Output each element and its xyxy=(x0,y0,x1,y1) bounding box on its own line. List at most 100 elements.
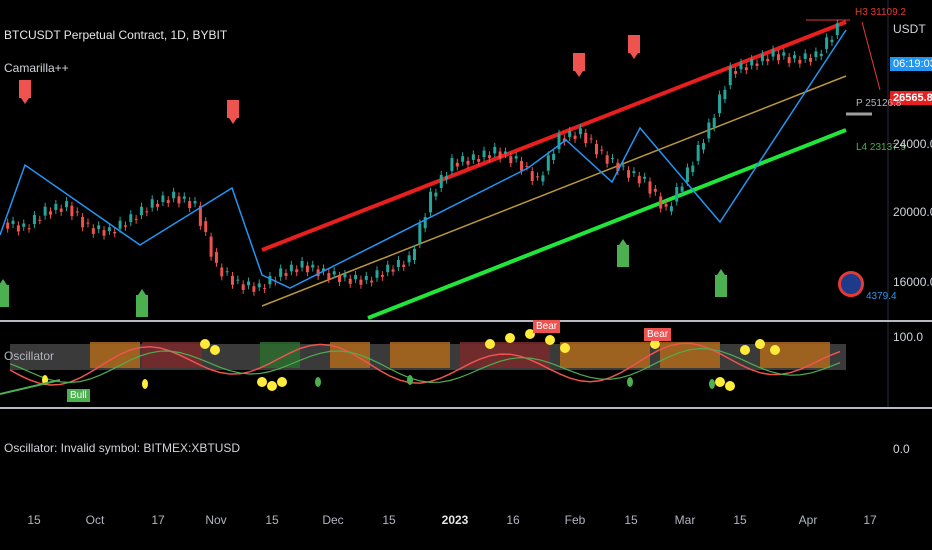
candle-body xyxy=(659,196,663,209)
candle-body xyxy=(364,275,368,281)
time-tick: Feb xyxy=(564,513,586,527)
candle-body xyxy=(739,62,743,70)
oscillator-chart[interactable] xyxy=(0,322,932,407)
zigzag-line xyxy=(0,29,847,289)
time-axis[interactable]: 15 Oct 17 Nov 15 Dec 15 2023 16 Feb 15 Mar 15 Apr 17 xyxy=(0,492,932,550)
oscillator-pane[interactable]: Oscillator 100.0 Bull Bear Bear xyxy=(0,320,932,407)
candle-body xyxy=(321,268,325,272)
pivot-low-marker xyxy=(0,285,9,307)
osc-dot xyxy=(210,345,220,355)
candle-body xyxy=(707,122,711,139)
osc-dot xyxy=(505,333,515,343)
candle-body xyxy=(332,271,336,275)
candle-body xyxy=(461,156,465,162)
indicator-legend[interactable]: Camarilla++ xyxy=(4,61,69,75)
pane-separator[interactable] xyxy=(0,407,932,409)
low-level-label: 4379.4 xyxy=(866,291,897,302)
candle-body xyxy=(477,159,481,162)
candle-body xyxy=(75,211,79,213)
time-tick: Mar xyxy=(674,513,696,527)
candle-body xyxy=(97,225,101,230)
candle-body xyxy=(450,158,454,172)
candle-body xyxy=(156,203,160,207)
candle-body xyxy=(70,205,74,217)
candle-body xyxy=(225,271,229,273)
candle-body xyxy=(193,201,197,204)
candle-body xyxy=(81,216,85,228)
main-chart-pane[interactable]: BTCUSDT Perpetual Contract, 1D, BYBIT Ca… xyxy=(0,0,932,320)
osc-dot xyxy=(200,339,210,349)
candle-body xyxy=(520,160,524,171)
pivot-high-marker xyxy=(573,53,585,71)
candle-body xyxy=(653,188,657,192)
candle-body xyxy=(230,275,234,285)
osc-zone xyxy=(460,342,550,368)
candle-body xyxy=(311,264,315,268)
osc-zone xyxy=(390,342,450,368)
candle-body xyxy=(412,248,416,261)
candle-body xyxy=(819,53,823,57)
candle-body xyxy=(611,158,615,160)
candle-body xyxy=(182,196,186,199)
pane-separator[interactable] xyxy=(0,320,932,322)
candle-body xyxy=(691,165,695,173)
osc-signal-marker xyxy=(627,377,633,387)
osc-zone xyxy=(760,342,830,368)
oscillator-title[interactable]: Oscillator xyxy=(4,349,55,363)
candle-body xyxy=(536,176,540,178)
candle-body xyxy=(32,215,36,225)
pivot-high-marker xyxy=(628,35,640,53)
candle-body xyxy=(241,284,245,290)
candle-body xyxy=(787,57,791,64)
oscillator-axis-top: 100.0 xyxy=(893,330,924,344)
candle-body xyxy=(685,167,689,182)
candle-body xyxy=(471,154,475,160)
candle-body xyxy=(798,59,802,64)
candle-body xyxy=(637,175,641,184)
candle-body xyxy=(776,54,780,61)
candle-body xyxy=(509,156,513,164)
osc-signal-marker xyxy=(709,379,715,389)
candle-body xyxy=(669,206,673,212)
candle-body xyxy=(257,283,261,288)
candle-body xyxy=(825,37,829,50)
candle-body xyxy=(418,223,422,245)
time-tick: 17 xyxy=(151,513,165,527)
candle-body xyxy=(16,225,20,232)
candle-body xyxy=(348,278,352,284)
osc-zone xyxy=(90,342,140,368)
candle-body xyxy=(172,191,176,199)
osc-dot xyxy=(277,377,287,387)
candle-body xyxy=(107,227,111,232)
candle-body xyxy=(295,269,299,273)
price-chart[interactable] xyxy=(0,0,932,320)
candle-body xyxy=(396,260,400,268)
candle-body xyxy=(702,143,706,150)
currency-label: USDT xyxy=(893,22,926,36)
time-tick: Nov xyxy=(205,513,227,527)
bull-tag: Bull xyxy=(67,389,90,402)
candle-body xyxy=(648,181,652,194)
time-tick: 15 xyxy=(382,513,396,527)
time-tick: Apr xyxy=(798,513,818,527)
candle-body xyxy=(552,153,556,160)
l4-level-label: L4 23137.9 xyxy=(856,142,907,153)
candle-body xyxy=(600,149,604,151)
candle-body xyxy=(118,220,122,229)
candle-body xyxy=(354,274,358,280)
price-tick-20000: 20000.0 xyxy=(893,205,932,219)
osc-trend-line xyxy=(0,379,61,395)
candle-body xyxy=(632,171,636,174)
candle-body xyxy=(760,54,764,62)
osc-dot xyxy=(267,381,277,391)
candle-body xyxy=(455,162,459,167)
flag-logo-icon[interactable] xyxy=(838,271,864,297)
candle-body xyxy=(316,269,320,276)
candle-body xyxy=(214,252,218,263)
price-tick-24000: 24000.0 xyxy=(893,137,932,151)
candle-body xyxy=(627,170,631,178)
candle-body xyxy=(188,201,192,209)
symbol-legend[interactable]: BTCUSDT Perpetual Contract, 1D, BYBIT xyxy=(4,28,228,42)
candle-body xyxy=(252,286,256,292)
oscillator2-pane[interactable]: Oscillator: Invalid symbol: BITMEX:XBTUS… xyxy=(0,409,932,492)
